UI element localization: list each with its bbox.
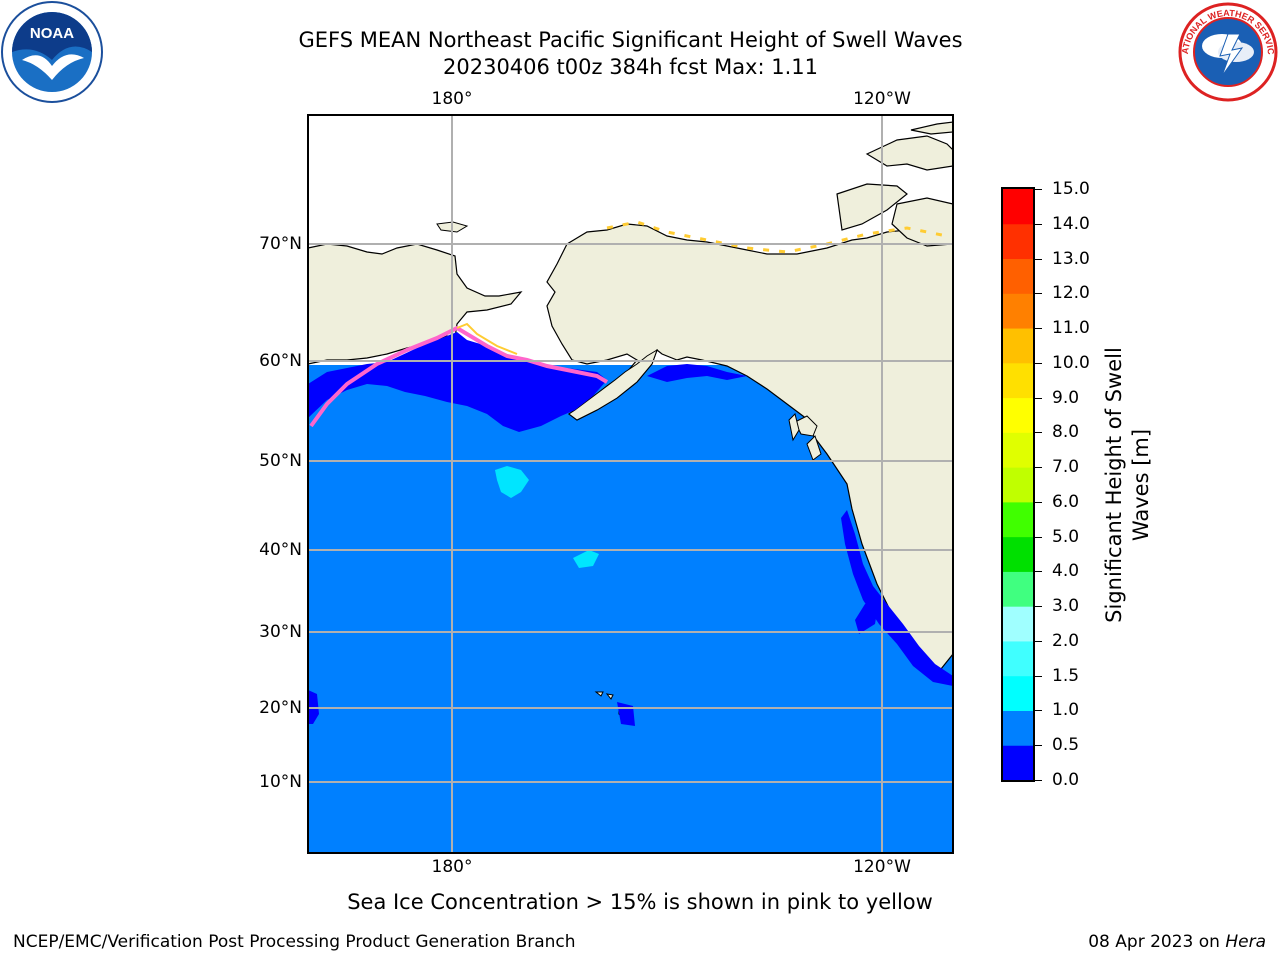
colorbar-tick-label: 13.0	[1052, 248, 1090, 269]
shallow-west-coast	[841, 510, 953, 686]
colorbar-tick	[1035, 501, 1042, 503]
lon-label-top-180: 180°	[431, 89, 473, 109]
swell-patch-cyan-north	[495, 466, 529, 498]
nws-logo: NATIONAL WEATHER SERVICE	[1176, 0, 1278, 102]
colorbar-tick	[1035, 745, 1042, 747]
lat-label-20n: 20°N	[259, 698, 302, 718]
colorbar-tick	[1035, 571, 1042, 573]
colorbar-swatch	[1003, 467, 1033, 503]
colorbar-swatch	[1003, 362, 1033, 399]
colorbar-swatch	[1003, 710, 1033, 746]
colorbar-tick	[1035, 258, 1042, 260]
sea-ice-arctic-coast	[606, 220, 948, 254]
graticule	[308, 115, 953, 853]
lat-label-60n: 60°N	[259, 351, 302, 371]
colorbar-tick-label: 9.0	[1052, 387, 1080, 408]
colorbar-tick-label: 14.0	[1052, 213, 1090, 234]
lat-label-10n: 10°N	[259, 772, 302, 792]
colorbar-tick-label: 1.0	[1052, 700, 1080, 721]
colorbar-tick	[1035, 362, 1042, 364]
lon-label-bottom-120w: 120°W	[853, 857, 911, 877]
colorbar-swatch	[1003, 536, 1033, 572]
sea-ice-note: Sea Ice Concentration > 15% is shown in …	[347, 890, 933, 914]
land-alaska-canada	[546, 223, 954, 675]
colorbar-tick	[1035, 606, 1042, 608]
land-panhandle-islands	[788, 413, 822, 461]
map-frame	[307, 114, 954, 854]
colorbar-tick-label: 4.0	[1052, 561, 1080, 582]
colorbar-tick-label: 12.0	[1052, 283, 1090, 304]
colorbar-tick-label: 10.0	[1052, 352, 1090, 373]
swell-height-map	[307, 114, 954, 854]
colorbar-tick	[1035, 432, 1042, 434]
land-siberia	[307, 243, 523, 365]
land-kodiak	[794, 415, 818, 437]
swell-patch-cyan-mid	[573, 550, 599, 568]
colorbar-tick-label: 0.5	[1052, 735, 1080, 756]
colorbar-tick	[1035, 293, 1042, 295]
colorbar-tick	[1035, 780, 1042, 781]
noaa-logo-text: NOAA	[30, 25, 74, 42]
shallow-bering	[308, 332, 607, 432]
noaa-logo: NOAA	[1, 1, 103, 103]
colorbar-tick	[1035, 328, 1042, 330]
lat-label-30n: 30°N	[259, 622, 302, 642]
colorbar-swatch	[1003, 675, 1033, 711]
colorbar-tick-label: 11.0	[1052, 318, 1090, 339]
colorbar-tick-label: 15.0	[1052, 179, 1090, 199]
colorbar-swatch	[1003, 745, 1033, 781]
colorbar-swatch	[1003, 432, 1033, 468]
lat-label-70n: 70°N	[259, 234, 302, 254]
colorbar-tick-label: 7.0	[1052, 457, 1080, 478]
lat-label-40n: 40°N	[259, 540, 302, 560]
colorbar-tick	[1035, 467, 1042, 469]
footer-branch: NCEP/EMC/Verification Post Processing Pr…	[13, 932, 576, 952]
colorbar-title: Significant Height of Swell Waves [m]	[1102, 347, 1153, 623]
colorbar-swatch	[1003, 640, 1033, 677]
colorbar-tick	[1035, 675, 1042, 677]
lon-label-bottom-180: 180°	[431, 857, 473, 877]
colorbar-tick-label: 8.0	[1052, 422, 1080, 443]
colorbar-swatch	[1003, 189, 1033, 225]
colorbar-tick-label: 0.0	[1052, 770, 1080, 790]
colorbar-swatches	[1003, 189, 1033, 781]
colorbar-swatch	[1003, 397, 1033, 433]
colorbar-swatch	[1003, 606, 1033, 642]
colorbar-tick	[1035, 223, 1042, 225]
colorbar-tick-label: 6.0	[1052, 491, 1080, 512]
colorbar-tick	[1035, 189, 1042, 190]
colorbar-tick-label: 3.0	[1052, 596, 1080, 617]
footer-machine: Hera	[1225, 932, 1266, 952]
figure-title-line2: 20230406 t00z 384h fcst Max: 1.11	[443, 55, 818, 79]
colorbar-tick-label: 1.5	[1052, 665, 1080, 686]
colorbar-swatch	[1003, 571, 1033, 607]
colorbar-swatch	[1003, 258, 1033, 294]
colorbar-swatch	[1003, 293, 1033, 329]
colorbar-swatch	[1003, 328, 1033, 364]
shallow-gulf-alaska	[647, 364, 747, 382]
lon-label-top-120w: 120°W	[853, 89, 911, 109]
colorbar-tick	[1035, 710, 1042, 712]
footer-date-text: 08 Apr 2023 on	[1088, 932, 1220, 952]
colorbar	[1001, 187, 1035, 782]
figure-title-line1: GEFS MEAN Northeast Pacific Significant …	[298, 28, 963, 52]
sea-ice-edge-bering-yellow	[456, 322, 518, 355]
colorbar-swatch	[1003, 223, 1033, 260]
colorbar-tick-label: 5.0	[1052, 526, 1080, 547]
colorbar-frame	[1001, 187, 1035, 782]
colorbar-swatch	[1003, 501, 1033, 538]
footer-date: 08 Apr 2023 on Hera	[1088, 932, 1266, 952]
sea-ice-edge-bering	[309, 325, 609, 428]
colorbar-tick	[1035, 397, 1042, 399]
lat-label-50n: 50°N	[259, 451, 302, 471]
colorbar-tick	[1035, 536, 1042, 538]
colorbar-tick	[1035, 640, 1042, 642]
colorbar-tick-label: 2.0	[1052, 630, 1080, 651]
shallow-baja	[855, 600, 879, 634]
